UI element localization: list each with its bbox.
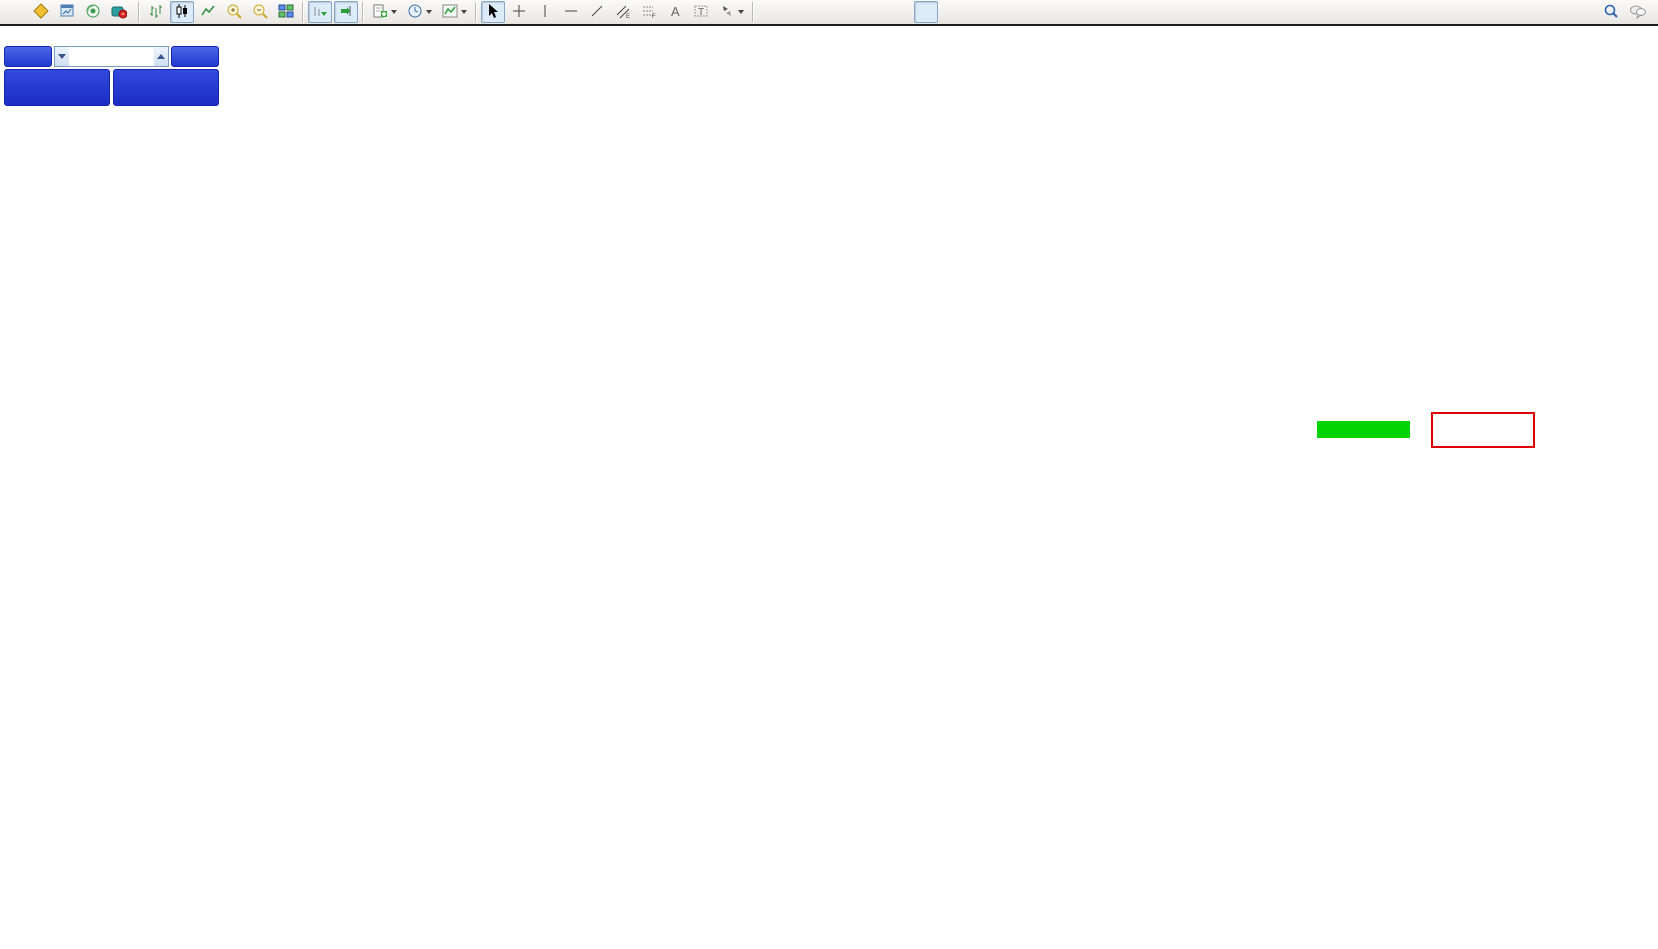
zoom-in-button[interactable]: [222, 1, 246, 23]
chevron-down-icon: [738, 10, 744, 14]
macd-label: [3, 593, 7, 605]
tf-mn-button[interactable]: [966, 1, 990, 23]
one-click-trading-panel: [4, 46, 219, 106]
signals-button[interactable]: [81, 1, 105, 23]
chart-ohlc-title: [5, 31, 29, 43]
sell-price-button[interactable]: [4, 69, 110, 106]
tf-h1-button[interactable]: [862, 1, 886, 23]
text-label-button[interactable]: T: [689, 1, 713, 23]
auto-scroll-icon: [312, 3, 328, 22]
clock-icon: [407, 3, 423, 22]
metaeditor-icon: [33, 2, 49, 22]
chevron-down-icon: [461, 10, 467, 14]
volume-increase-button[interactable]: [154, 47, 168, 66]
new-chart-icon: [372, 3, 388, 22]
chart-shift-button[interactable]: [334, 1, 358, 23]
auto-trading-button[interactable]: [107, 1, 134, 23]
cursor-icon: [485, 3, 501, 22]
zoom-out-button[interactable]: [248, 1, 272, 23]
triangle-up-icon: [157, 54, 165, 59]
volume-stepper: [54, 46, 169, 67]
tile-windows-icon: [278, 3, 294, 22]
svg-text:F: F: [652, 14, 656, 19]
vertical-line-icon: [537, 3, 553, 22]
fibonacci-button[interactable]: F: [637, 1, 661, 23]
trendline-button[interactable]: [585, 1, 609, 23]
triangle-down-icon: [58, 54, 66, 59]
new-order-button[interactable]: [3, 1, 27, 23]
buy-price-button[interactable]: [113, 69, 219, 106]
line-chart-icon: [200, 3, 216, 22]
tf-m5-button[interactable]: [784, 1, 808, 23]
highlight-rectangle[interactable]: [1317, 421, 1410, 438]
bar-chart-button[interactable]: [144, 1, 168, 23]
tf-m15-button[interactable]: [810, 1, 834, 23]
volume-decrease-button[interactable]: [55, 47, 69, 66]
zoom-out-icon: [252, 3, 268, 22]
equidistant-channel-icon: E: [615, 3, 631, 22]
tf-h4-button[interactable]: [888, 1, 912, 23]
toolbar-separator: [302, 2, 304, 22]
chart-window-button[interactable]: [55, 1, 79, 23]
text-label-icon: T: [693, 3, 709, 22]
auto-trading-icon: [111, 3, 128, 22]
crosshair-button[interactable]: [507, 1, 531, 23]
svg-text:E: E: [626, 14, 630, 19]
chat-icon: [1629, 3, 1647, 22]
search-button[interactable]: [1599, 1, 1623, 23]
text-button[interactable]: A: [663, 1, 687, 23]
sell-button[interactable]: [4, 46, 52, 67]
zoom-in-icon: [226, 3, 242, 22]
tf-m30-button[interactable]: [836, 1, 860, 23]
search-icon: [1603, 3, 1619, 22]
chat-button[interactable]: [1625, 1, 1651, 23]
svg-text:A: A: [671, 4, 680, 19]
volume-input[interactable]: [69, 47, 154, 66]
candlestick-chart-button[interactable]: [170, 1, 194, 23]
arrows-icon: [719, 3, 735, 22]
crosshair-icon: [511, 3, 527, 22]
cursor-button[interactable]: [481, 1, 505, 23]
vertical-line-button[interactable]: [533, 1, 557, 23]
chart-shift-icon: [338, 3, 354, 22]
tf-w1-button[interactable]: [940, 1, 964, 23]
toolbar: E F A T: [0, 0, 1658, 26]
toolbar-separator: [475, 2, 477, 22]
chevron-down-icon: [426, 10, 432, 14]
rsi-label: [3, 756, 7, 768]
svg-text:T: T: [698, 7, 704, 18]
equidistant-channel-button[interactable]: E: [611, 1, 635, 23]
tile-windows-button[interactable]: [274, 1, 298, 23]
line-chart-button[interactable]: [196, 1, 220, 23]
tf-m1-button[interactable]: [758, 1, 782, 23]
tf-d1-button[interactable]: [914, 1, 938, 23]
periods-button[interactable]: [403, 1, 436, 23]
arrows-button[interactable]: [715, 1, 748, 23]
indicators-icon: [442, 3, 458, 22]
signals-icon: [85, 3, 101, 22]
new-chart-button[interactable]: [368, 1, 401, 23]
indicators-button[interactable]: [438, 1, 471, 23]
text-icon: A: [667, 3, 683, 22]
chevron-down-icon: [391, 10, 397, 14]
toolbar-separator: [362, 2, 364, 22]
fibonacci-icon: F: [641, 3, 657, 22]
trendline-icon: [589, 3, 605, 22]
bar-chart-icon: [148, 3, 164, 22]
horizontal-line-button[interactable]: [559, 1, 583, 23]
metaeditor-button[interactable]: [29, 1, 53, 23]
chart-window-icon: [59, 3, 75, 22]
toolbar-separator: [752, 2, 754, 22]
auto-scroll-button[interactable]: [308, 1, 332, 23]
buy-button[interactable]: [171, 46, 219, 67]
price-callout-box[interactable]: [1431, 412, 1535, 448]
horizontal-line-icon: [563, 3, 579, 22]
candlestick-chart-icon: [174, 3, 190, 22]
toolbar-separator: [138, 2, 140, 22]
